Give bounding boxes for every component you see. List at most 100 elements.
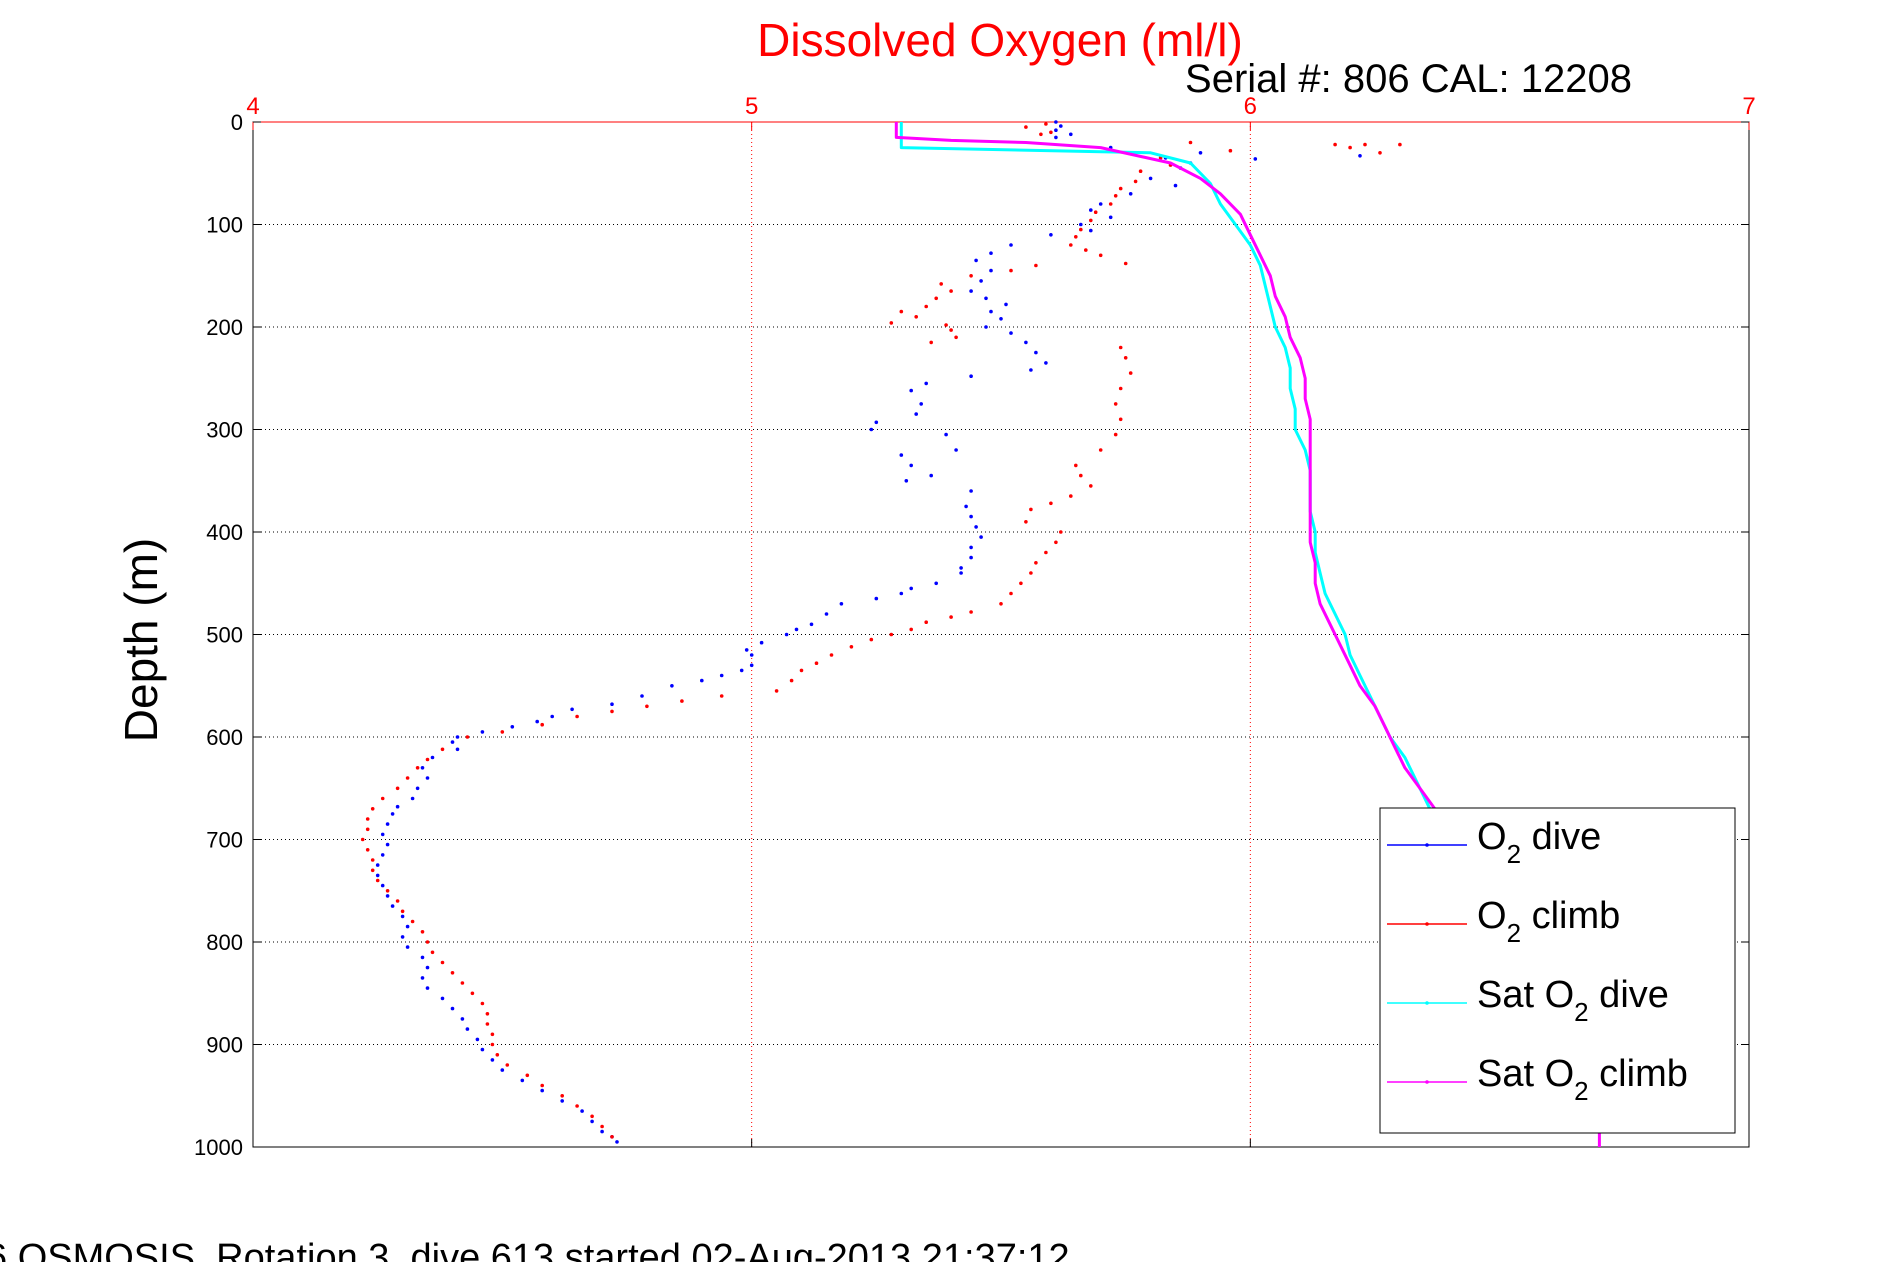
data-point xyxy=(1128,371,1133,375)
data-point xyxy=(590,1119,594,1124)
data-point xyxy=(969,514,973,519)
data-point xyxy=(510,725,515,729)
data-point xyxy=(974,525,978,529)
data-point xyxy=(969,274,973,278)
legend-label: Sat O2 climb xyxy=(1477,1053,1688,1106)
data-point xyxy=(814,661,819,665)
data-point xyxy=(365,817,370,821)
data-point xyxy=(979,535,983,539)
data-point xyxy=(505,1063,510,1067)
data-point xyxy=(999,602,1003,606)
data-point xyxy=(744,648,749,652)
data-point xyxy=(939,282,943,286)
data-point xyxy=(1044,550,1048,555)
data-point xyxy=(455,747,460,752)
data-point xyxy=(1123,356,1128,360)
data-point xyxy=(979,279,983,283)
y-tick-label: 1000 xyxy=(194,1135,243,1160)
data-point xyxy=(490,1042,495,1047)
data-point xyxy=(869,637,874,642)
data-point xyxy=(789,678,794,683)
data-point xyxy=(580,1109,584,1113)
data-point xyxy=(400,914,405,919)
data-point xyxy=(395,804,400,809)
data-point xyxy=(385,894,390,898)
data-point xyxy=(450,1006,455,1011)
data-point xyxy=(1138,169,1143,173)
data-point xyxy=(1029,507,1033,512)
data-point xyxy=(480,1047,485,1052)
data-point xyxy=(480,730,485,734)
data-point xyxy=(600,1129,604,1134)
data-point xyxy=(495,1053,500,1057)
data-point xyxy=(934,296,938,301)
data-point xyxy=(405,776,410,780)
data-point xyxy=(415,766,420,770)
data-point xyxy=(1079,473,1083,478)
legend-entry: O2 dive xyxy=(1387,816,1601,869)
data-point xyxy=(1118,345,1123,350)
data-point xyxy=(460,1017,465,1021)
data-point xyxy=(784,632,789,637)
data-point xyxy=(1039,132,1043,137)
data-point xyxy=(450,971,455,975)
data-point xyxy=(929,473,933,478)
legend-entry: Sat O2 dive xyxy=(1387,974,1669,1027)
data-point xyxy=(395,786,400,791)
data-point xyxy=(969,610,973,614)
data-point xyxy=(719,694,724,698)
data-point xyxy=(899,591,904,596)
data-point xyxy=(1079,227,1083,232)
chart-title: Dissolved Oxygen (ml/l) xyxy=(757,14,1243,66)
data-point xyxy=(460,981,465,985)
legend-box xyxy=(1379,807,1736,1134)
data-point xyxy=(415,786,420,791)
data-point xyxy=(1069,243,1073,247)
data-point xyxy=(410,796,415,801)
data-point xyxy=(904,479,909,483)
data-point xyxy=(1009,591,1013,596)
data-point xyxy=(575,714,579,719)
data-point xyxy=(1253,157,1258,161)
data-point xyxy=(1333,142,1337,147)
data-point xyxy=(969,489,973,493)
data-point xyxy=(969,545,973,550)
data-point xyxy=(400,909,405,914)
data-point xyxy=(1069,494,1073,498)
data-point xyxy=(590,1114,594,1119)
data-point xyxy=(759,640,764,645)
data-point xyxy=(390,904,395,908)
data-point xyxy=(969,374,973,379)
data-point xyxy=(1113,194,1118,198)
data-point xyxy=(1059,124,1063,128)
series-1 xyxy=(360,122,1402,1139)
data-point xyxy=(485,1022,490,1026)
data-point xyxy=(1024,340,1028,345)
data-point xyxy=(700,678,704,683)
data-point xyxy=(385,842,390,847)
data-point xyxy=(1123,261,1128,266)
y-tick-label: 100 xyxy=(206,213,243,238)
data-point xyxy=(440,996,445,1001)
axis-ticks: 4 5 6 7 0 100 200 300 400 500 600 700 800 900 1000 xyxy=(194,93,1756,1160)
data-point xyxy=(375,863,380,867)
data-point xyxy=(924,381,928,386)
data-point xyxy=(1113,402,1118,406)
data-point xyxy=(455,735,460,739)
data-point xyxy=(934,581,938,586)
data-point xyxy=(1029,571,1033,575)
data-point xyxy=(1024,125,1028,129)
data-point xyxy=(425,757,430,762)
data-point xyxy=(1348,145,1352,150)
data-point xyxy=(540,1088,544,1093)
data-point xyxy=(1034,263,1038,268)
data-point xyxy=(560,1094,564,1098)
data-point xyxy=(1054,120,1058,124)
data-point xyxy=(1093,210,1098,214)
data-point xyxy=(420,976,425,980)
data-point xyxy=(889,321,894,325)
data-point xyxy=(969,555,973,560)
data-point xyxy=(1098,253,1103,258)
data-point xyxy=(914,412,918,416)
y-tick-label: 700 xyxy=(206,828,243,853)
